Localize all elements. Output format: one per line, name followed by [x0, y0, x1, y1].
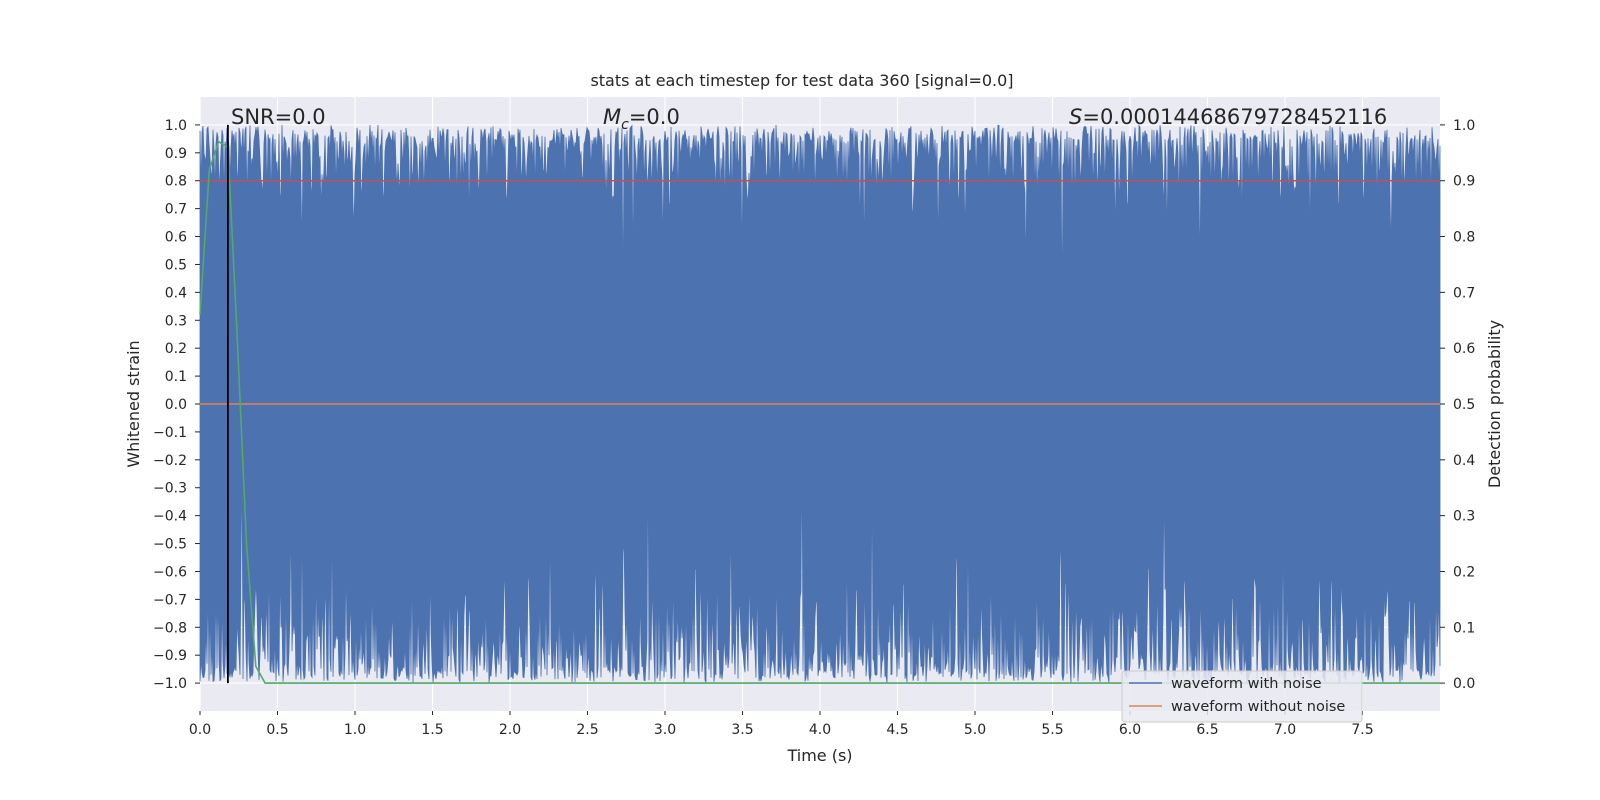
x-tick-label: 6.0	[1119, 722, 1141, 738]
y2-tick-label: 0.4	[1453, 453, 1475, 469]
y2-tick-label: 0.8	[1453, 230, 1475, 246]
x-tick-label: 2.0	[499, 722, 521, 738]
y-tick-label: −0.6	[153, 564, 187, 580]
y2-tick-label: 0.0	[1453, 676, 1475, 692]
x-tick-label: 0.0	[189, 722, 211, 738]
x-tick-label: 4.5	[886, 722, 908, 738]
y2-tick-label: 1.0	[1453, 118, 1475, 134]
x-tick-label: 0.5	[266, 722, 288, 738]
snr-annotation: SNR=0.0	[231, 105, 326, 129]
y-tick-label: −0.8	[153, 620, 187, 636]
legend-label-clean: waveform without noise	[1171, 699, 1345, 715]
y2-tick-label: 0.5	[1453, 397, 1475, 413]
y-tick-label: −0.5	[153, 537, 187, 553]
y-tick-label: 0.0	[165, 397, 187, 413]
y2-tick-label: 0.7	[1453, 285, 1475, 301]
x-tick-labels: 0.0 0.5 1.0 1.5 2.0 2.5 3.0 3.5 4.0 4.5 5.0 5.5 6.0 6…	[189, 711, 1374, 738]
chart-overlays	[199, 124, 1440, 684]
y-tick-label: −0.7	[153, 592, 187, 608]
x-tick-label: 3.0	[654, 722, 676, 738]
y-tick-label: 0.4	[165, 285, 187, 301]
y-tick-label: 0.5	[165, 257, 187, 273]
mc-symbol: M	[603, 105, 621, 129]
y-tick-label: 0.6	[165, 230, 187, 246]
y2-tick-label: 0.6	[1453, 341, 1475, 357]
y2-tick-label: 0.1	[1453, 620, 1475, 636]
x-tick-label: 1.5	[421, 722, 443, 738]
x-tick-label: 7.5	[1351, 722, 1373, 738]
chirp-mass-annotation: Mc=0.0	[603, 105, 680, 133]
y-tick-label: −1.0	[153, 676, 187, 692]
y-tick-label: −0.1	[153, 425, 187, 441]
y-tick-label: −0.2	[153, 453, 187, 469]
x-tick-label: 7.0	[1274, 722, 1296, 738]
mc-value: =0.0	[629, 105, 680, 129]
y-tick-label: 0.2	[165, 341, 187, 357]
x-tick-label: 4.0	[809, 722, 831, 738]
y2-tick-label: 0.2	[1453, 564, 1475, 580]
x-tick-label: 2.5	[576, 722, 598, 738]
s-value: =0.00014468679728452116	[1082, 105, 1387, 129]
chart-legend: waveform with noise waveform without noi…	[1121, 670, 1363, 723]
y-tick-label: 0.9	[165, 146, 187, 162]
mc-subscript: c	[621, 117, 629, 133]
y2-tick-labels: 1.0 0.9 0.8 0.7 0.6 0.5 0.4 0.3 0.2 0.1 0.0	[1440, 118, 1475, 692]
s-symbol: S	[1069, 105, 1082, 129]
x-tick-label: 3.5	[731, 722, 753, 738]
s-annotation: S=0.00014468679728452116	[1069, 105, 1387, 129]
y-axis-label: Whitened strain	[124, 340, 143, 467]
y-tick-label: 0.7	[165, 202, 187, 218]
x-tick-label: 1.0	[344, 722, 366, 738]
detection-probability-line	[199, 140, 1440, 684]
y2-tick-label: 0.3	[1453, 509, 1475, 525]
x-tick-label: 5.0	[964, 722, 986, 738]
legend-label-noise: waveform with noise	[1171, 676, 1322, 692]
y-tick-labels: 1.0 0.9 0.8 0.7 0.6 0.5 0.4 0.3 0.2 0.1 0.0 −0.1 −0.…	[153, 118, 200, 692]
y-tick-label: −0.9	[153, 648, 187, 664]
y-tick-label: 0.8	[165, 174, 187, 190]
x-tick-label: 6.5	[1196, 722, 1218, 738]
y-tick-label: −0.4	[153, 509, 187, 525]
y-tick-label: 0.3	[165, 313, 187, 329]
y2-tick-label: 0.9	[1453, 174, 1475, 190]
x-axis-label: Time (s)	[786, 746, 852, 765]
y-tick-label: 1.0	[165, 118, 187, 134]
y-tick-label: 0.1	[165, 369, 187, 385]
x-tick-label: 5.5	[1041, 722, 1063, 738]
chart-title: stats at each timestep for test data 360…	[590, 71, 1013, 90]
y2-axis-label: Detection probability	[1485, 320, 1504, 488]
y-tick-label: −0.3	[153, 481, 187, 497]
